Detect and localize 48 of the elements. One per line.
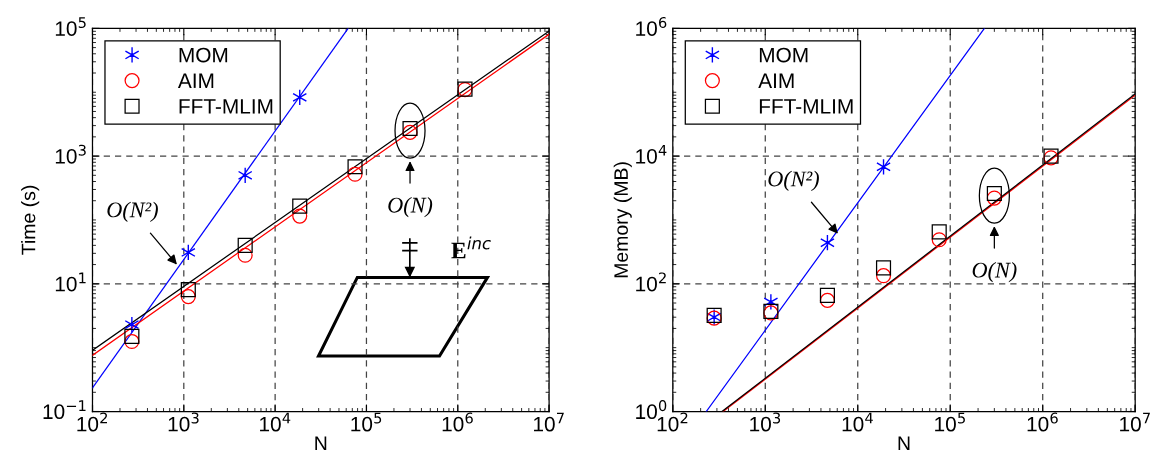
x-axis-title: N bbox=[315, 436, 327, 450]
legend-label: MOM bbox=[759, 47, 808, 63]
point bbox=[931, 224, 947, 240]
legend-label: AIM bbox=[177, 73, 214, 88]
annotation: O(N²) bbox=[768, 170, 819, 191]
point bbox=[237, 237, 253, 253]
point bbox=[819, 287, 835, 303]
point bbox=[237, 166, 253, 184]
point bbox=[931, 232, 947, 248]
y-tick-label: 10$^{3}$ bbox=[55, 144, 86, 164]
legend-label: FFT-MLIM bbox=[759, 99, 853, 114]
annotation: O(N²) bbox=[107, 201, 158, 222]
legend-label: FFT-MLIM bbox=[179, 99, 273, 114]
annotation: O(N) bbox=[972, 261, 1017, 283]
x-tick-label: 10$^{5}$ bbox=[351, 412, 382, 432]
point bbox=[124, 316, 140, 333]
y-axis-title: Memory (MB) bbox=[613, 162, 632, 278]
x-axis-title: N bbox=[898, 436, 910, 450]
point bbox=[180, 282, 196, 298]
y-tick-label: 10$^{4}$ bbox=[636, 144, 667, 164]
point bbox=[347, 159, 363, 175]
point bbox=[292, 208, 308, 224]
point bbox=[875, 260, 892, 276]
point bbox=[180, 289, 196, 305]
x-tick-label: 10$^{4}$ bbox=[260, 412, 291, 432]
annotation: E$^{inc}$ bbox=[451, 236, 491, 259]
x-tick-label: 10$^{4}$ bbox=[842, 412, 873, 432]
x-tick-label: 10$^{3}$ bbox=[750, 412, 781, 432]
x-tick-label: 10$^{3}$ bbox=[168, 412, 199, 432]
y-tick-label: 10$^{6}$ bbox=[636, 16, 667, 36]
y-tick-label: 10$^{5}$ bbox=[55, 17, 86, 36]
point bbox=[875, 268, 892, 284]
point bbox=[237, 247, 253, 263]
y-axis-title: Time (s) bbox=[21, 185, 40, 255]
x-tick-label: 10$^{7}$ bbox=[1120, 412, 1150, 432]
x-tick-label: 10$^{6}$ bbox=[442, 412, 473, 432]
point bbox=[124, 328, 140, 344]
point bbox=[819, 292, 835, 308]
legend-label: MOM bbox=[179, 47, 228, 63]
point bbox=[292, 198, 308, 214]
legend-label: AIM bbox=[758, 73, 794, 88]
x-tick-label: 10$^{6}$ bbox=[1027, 412, 1058, 432]
x-tick-label: 10$^{5}$ bbox=[935, 412, 965, 432]
x-tick-label: 10$^{7}$ bbox=[534, 412, 564, 432]
point bbox=[347, 166, 363, 182]
y-tick-label: 10$^{1}$ bbox=[55, 272, 86, 292]
y-tick-label: 10$^{2}$ bbox=[636, 272, 666, 292]
annotation: O(N) bbox=[388, 196, 433, 218]
